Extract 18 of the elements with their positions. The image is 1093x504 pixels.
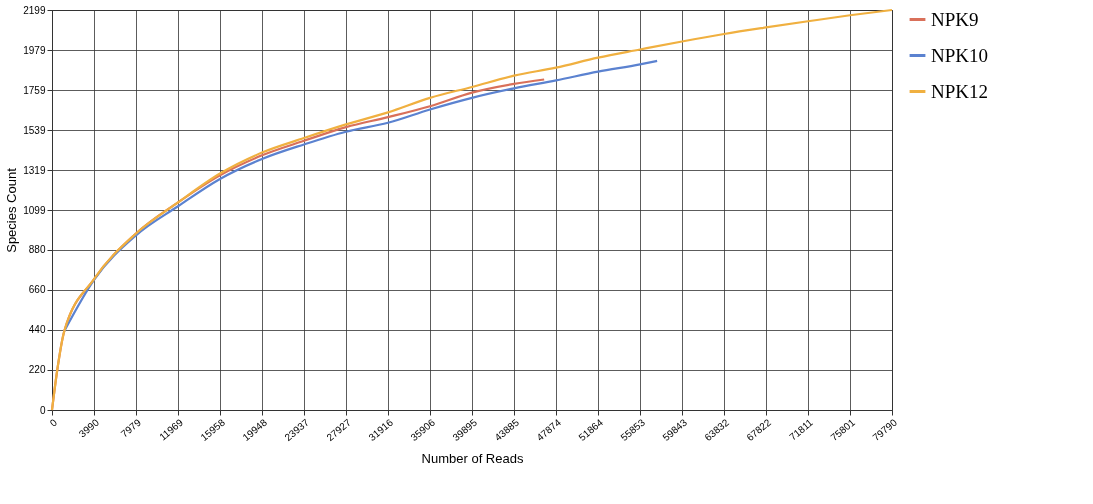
y-tick-label: 220 — [28, 364, 46, 376]
y-tick-label: 0 — [39, 404, 46, 416]
y-axis-title: Species Count — [4, 167, 20, 253]
line-series — [50, 8, 894, 412]
y-tick-label: 1979 — [23, 44, 46, 56]
y-tick-label: 660 — [28, 284, 46, 296]
x-tick-label: 0 — [47, 416, 60, 429]
y-tick-label: 1099 — [23, 204, 46, 216]
legend-label: NPK9 — [931, 8, 979, 30]
y-tick-label: 880 — [28, 244, 46, 256]
legend-label: NPK10 — [931, 44, 989, 66]
y-tick-label: 1759 — [23, 84, 46, 96]
x-axis-title: Number of Reads — [421, 451, 524, 467]
y-tick-label: 1539 — [23, 124, 46, 136]
y-tick-label: 440 — [28, 324, 46, 336]
y-tick-label: 2199 — [23, 4, 46, 16]
y-tick-label: 1319 — [23, 164, 46, 176]
legend-label: NPK12 — [931, 80, 989, 102]
